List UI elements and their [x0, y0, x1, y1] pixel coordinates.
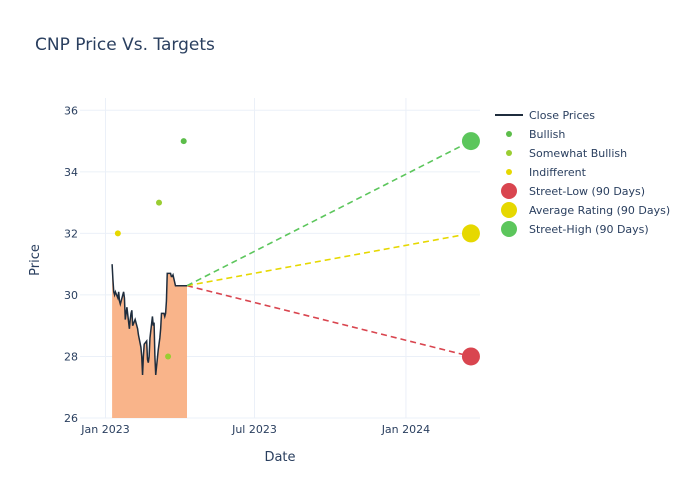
price-area [112, 264, 187, 418]
price-area-fill [112, 264, 187, 418]
y-tick-label: 28 [64, 350, 78, 363]
legend-dot-swatch [506, 169, 512, 175]
x-tick-label: Jan 2023 [80, 423, 129, 436]
legend-dot-swatch [501, 183, 517, 199]
street-high-target-marker [461, 132, 480, 151]
rating-points [114, 138, 187, 360]
x-axis-title: Date [264, 450, 295, 465]
y-tick-label: 32 [64, 227, 78, 240]
target-lines [186, 140, 472, 358]
axis-ticks: 26 28 30 32 34 36 Jan 2023 Jul 2023 Jan 2024 [64, 104, 430, 436]
y-tick-label: 26 [64, 412, 78, 425]
y-tick-label: 30 [64, 289, 78, 302]
legend-label: Street-Low (90 Days) [529, 185, 645, 198]
legend: Close Prices Bullish Somewhat Bullish Indif… [495, 109, 670, 237]
y-tick-label: 34 [64, 166, 78, 179]
legend-label: Bullish [529, 128, 565, 141]
legend-dot-swatch [501, 221, 517, 237]
close-price-line [111, 264, 187, 375]
target-markers [461, 132, 480, 366]
rating-point [156, 199, 163, 206]
legend-dot-swatch [506, 131, 512, 137]
legend-label: Indifferent [529, 166, 587, 179]
average-rating-target-line [186, 232, 472, 287]
legend-label: Somewhat Bullish [529, 147, 627, 160]
street-low-target-marker [461, 347, 480, 366]
average-rating-target-marker [461, 224, 480, 243]
close-price-polyline [111, 264, 187, 375]
chart-title: CNP Price Vs. Targets [35, 35, 215, 55]
rating-point [114, 230, 121, 237]
x-tick-label: Jul 2023 [231, 423, 277, 436]
legend-label: Close Prices [529, 109, 595, 122]
legend-label: Average Rating (90 Days) [529, 204, 670, 217]
y-axis-title: Price [28, 244, 43, 276]
street-high-target-line [186, 140, 472, 287]
legend-label: Street-High (90 Days) [529, 223, 649, 236]
x-tick-label: Jan 2024 [381, 423, 430, 436]
y-tick-label: 36 [64, 104, 78, 117]
rating-point [180, 138, 187, 145]
street-low-target-line [186, 284, 472, 358]
rating-point [165, 353, 172, 360]
legend-dot-swatch [506, 150, 512, 156]
legend-dot-swatch [501, 202, 517, 218]
